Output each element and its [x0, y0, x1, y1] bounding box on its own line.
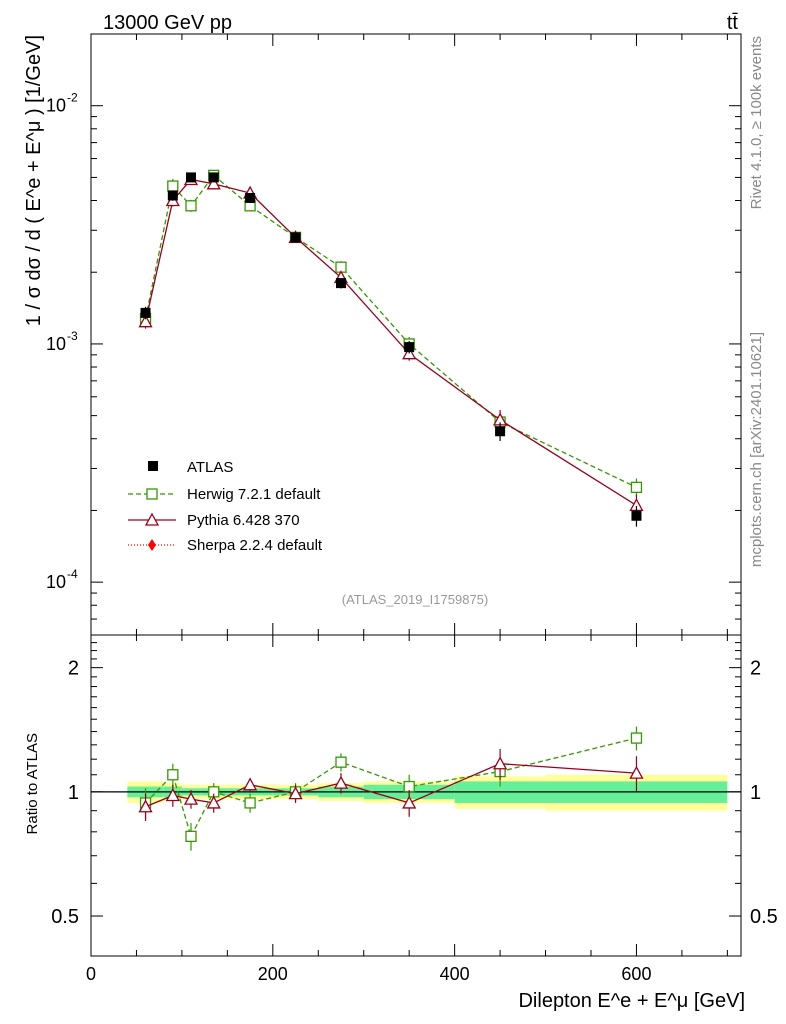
legend-sherpa-label: Sherpa 2.2.4 default — [187, 537, 323, 554]
atlas-data-point — [336, 278, 346, 289]
y-tick-label-exponent: -3 — [67, 329, 78, 343]
atlas-data-point — [290, 232, 301, 243]
atlas-data-point — [631, 510, 642, 521]
pythia-ratio-point — [402, 795, 417, 809]
pythia-ratio-point — [333, 775, 349, 789]
series-layer — [138, 169, 644, 851]
legend: ATLAS Herwig 7.2.1 default Pythia 6.428 … — [128, 459, 323, 554]
x-tick-label: 200 — [258, 964, 288, 984]
herwig-ratio-line — [145, 737, 637, 839]
pythia-ratio-point — [206, 795, 221, 809]
y-tick-label-exponent: -2 — [67, 91, 78, 105]
atlas-data-point — [245, 192, 256, 203]
ratio-y-tick-label: 2 — [68, 658, 79, 680]
main-y-axis-title: 1 / σ dσ / d ( E^e + E^μ ) [1/GeV] — [23, 35, 45, 326]
pythia-ratio-point — [629, 765, 644, 779]
x-axis-title: Dilepton E^e + E^μ [GeV] — [518, 990, 745, 1012]
legend-pythia-marker — [144, 512, 160, 526]
pythia-ratio-point — [288, 786, 303, 800]
herwig-ratio-point — [403, 780, 415, 793]
atlas-data-point — [167, 190, 178, 201]
herwig-main-line — [144, 174, 637, 488]
ratio-uncertainty-bands — [91, 774, 741, 811]
legend-herwig-marker — [146, 488, 158, 500]
atlas-data-point — [495, 426, 506, 437]
pythia-ratio-point — [242, 777, 258, 791]
ratio-y-tick-label: 0.5 — [51, 906, 79, 928]
legend-pythia-label: Pythia 6.428 370 — [187, 512, 300, 529]
mcplots-side-label: mcplots.cern.ch [arXiv:2401.10621] — [748, 332, 765, 567]
header-right-label: tt̄ — [727, 12, 739, 34]
ratio-y-tick-label-right: 1 — [750, 782, 761, 804]
header-left-label: 13000 GeV pp — [103, 12, 232, 34]
ratio-y-axis-title: Ratio to ATLAS — [24, 733, 41, 834]
ratio-y-tick-label: 1 — [68, 782, 79, 804]
herwig-ratio-point — [185, 830, 197, 843]
pythia-main-line — [144, 178, 637, 506]
herwig-ratio-point — [167, 769, 179, 781]
y-tick-label-exponent: -4 — [67, 567, 78, 581]
pythia-main-point — [206, 176, 221, 190]
pythia-ratio-line — [145, 763, 637, 808]
rivet-side-label: Rivet 4.1.0, ≥ 100k events — [748, 36, 765, 209]
pythia-ratio-point — [183, 791, 199, 805]
pythia-main-point — [138, 314, 153, 328]
main-y-axis-title-text: 1 / σ dσ / d ( E^e + E^μ ) [1/GeV] — [23, 35, 45, 326]
herwig-ratio-point — [630, 732, 643, 744]
x-tick-label: 400 — [440, 964, 470, 984]
atlas-data-point — [404, 342, 415, 353]
y-tick-label: 10 — [46, 96, 66, 116]
legend-atlas-marker — [148, 461, 158, 471]
legend-herwig-label: Herwig 7.2.1 default — [187, 486, 321, 503]
x-tick-label: 600 — [621, 964, 651, 984]
x-tick-label: 0 — [86, 964, 96, 984]
atlas-data-point — [186, 172, 196, 183]
legend-sherpa-marker — [148, 539, 156, 551]
herwig-ratio-point — [335, 756, 347, 768]
ratio-y-tick-label-right: 0.5 — [750, 906, 778, 928]
pythia-ratio-point — [492, 756, 508, 770]
legend-atlas-label: ATLAS — [187, 459, 233, 476]
herwig-main-point — [167, 180, 179, 192]
pythia-ratio-point — [165, 788, 180, 802]
ratio-y-tick-label-right: 2 — [750, 658, 761, 680]
y-tick-label: 10 — [46, 572, 66, 592]
herwig-main-point — [630, 481, 643, 494]
analysis-id-label: (ATLAS_2019_I1759875) — [342, 592, 488, 607]
y-tick-label: 10 — [46, 334, 66, 354]
pythia-ratio-point — [138, 799, 153, 813]
atlas-data-point — [208, 172, 219, 183]
atlas-data-point — [140, 307, 151, 318]
ratio-plot-frame — [90, 634, 742, 957]
herwig-ratio-point — [244, 797, 256, 809]
herwig-main-point — [185, 200, 197, 212]
